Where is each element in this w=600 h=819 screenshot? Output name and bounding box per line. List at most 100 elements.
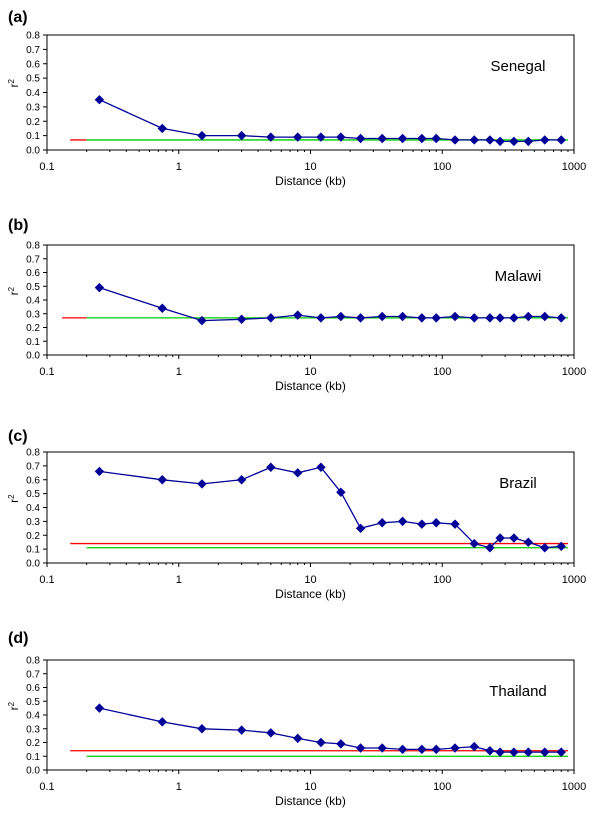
y-tick-label: 0.7 (26, 254, 40, 265)
data-point (293, 132, 303, 142)
data-point (540, 311, 550, 322)
data-point (266, 728, 276, 738)
x-tick-label: 1000 (562, 574, 586, 586)
y-tick-label: 0.3 (26, 724, 40, 735)
x-tick-label: 1 (176, 161, 182, 173)
data-point (377, 743, 387, 753)
y-tick-label: 0.3 (26, 517, 40, 528)
data-point (377, 518, 387, 528)
y-tick-label: 0.1 (26, 337, 40, 348)
data-point (355, 313, 366, 323)
data-point (509, 136, 519, 147)
x-tick-label: 100 (433, 574, 451, 586)
data-point (495, 747, 505, 757)
y-tick-label: 0.2 (26, 738, 40, 749)
y-tick-label: 0.5 (26, 282, 40, 293)
data-point (540, 135, 550, 145)
data-point (236, 725, 247, 735)
data-point (377, 311, 387, 322)
data-point (540, 543, 550, 553)
data-point (157, 123, 167, 134)
data-point (523, 311, 534, 322)
x-tick-label: 0.1 (39, 366, 54, 378)
y-tick-label: 0.1 (26, 752, 40, 763)
data-point (540, 747, 550, 757)
x-tick-label: 1 (176, 574, 182, 586)
y-tick-label: 0.0 (26, 559, 40, 570)
data-point (94, 703, 105, 713)
data-point (336, 739, 346, 749)
data-point (336, 487, 346, 497)
y-tick-label: 0.3 (26, 309, 40, 320)
data-point (197, 315, 207, 326)
data-point (509, 747, 519, 757)
panel-label: (a) (8, 9, 28, 26)
x-tick-label: 1000 (562, 781, 586, 793)
data-point (266, 313, 276, 323)
data-point (431, 313, 441, 323)
data-point (485, 746, 495, 756)
data-point (316, 462, 326, 472)
data-point (469, 313, 479, 323)
data-point (316, 737, 326, 748)
data-point (469, 135, 479, 145)
data-point (293, 733, 303, 744)
data-point (355, 133, 366, 144)
chart-panel: (b) 0.0 0.1 0.2 0.3 0.4 0.5 0.6 0.7 0.8 0.1 1 10 100 1… (7, 217, 587, 393)
x-axis-label: Distance (kb) (275, 379, 346, 393)
panel-label: (c) (8, 428, 28, 445)
data-point (509, 313, 519, 323)
country-label: Senegal (490, 58, 545, 75)
x-axis-label: Distance (kb) (275, 794, 346, 808)
y-tick-label: 0.0 (26, 146, 40, 157)
data-point (157, 717, 167, 727)
plot-frame (46, 659, 575, 771)
chart-panel: (a) 0.0 0.1 0.2 0.3 0.4 0.5 0.6 0.7 0.8 0.1 1 10 100 1… (7, 9, 587, 188)
y-tick-label: 0.4 (26, 711, 40, 722)
data-point (485, 313, 495, 323)
data-point (495, 136, 505, 147)
data-point (431, 744, 441, 755)
data-point (397, 744, 408, 755)
country-label: Brazil (499, 475, 537, 492)
x-tick-label: 0.1 (39, 574, 54, 586)
data-point (94, 94, 105, 105)
data-point (397, 311, 408, 322)
y-tick-label: 0.8 (26, 656, 40, 667)
data-point (94, 282, 105, 293)
x-tick-label: 0.1 (39, 161, 54, 173)
y-axis-label: r2 (7, 79, 22, 88)
y-tick-label: 0.8 (26, 31, 40, 42)
series-line (99, 466, 562, 549)
data-point (266, 132, 276, 142)
y-tick-label: 0.7 (26, 669, 40, 680)
country-label: Thailand (489, 683, 547, 700)
x-tick-label: 10 (304, 161, 316, 173)
y-tick-label: 0.6 (26, 475, 40, 486)
y-tick-label: 0.5 (26, 74, 40, 85)
data-point (495, 533, 505, 543)
data-point (469, 741, 479, 752)
panel-label: (d) (8, 630, 28, 647)
data-point (377, 133, 387, 144)
y-tick-label: 0.7 (26, 461, 40, 472)
y-tick-label: 0.8 (26, 448, 40, 459)
y-tick-label: 0.0 (26, 766, 40, 777)
x-tick-label: 1000 (562, 161, 586, 173)
data-point (431, 133, 441, 144)
y-tick-label: 0.8 (26, 241, 40, 252)
data-point (236, 130, 247, 141)
data-point (469, 538, 479, 549)
data-point (157, 475, 167, 485)
chart-panel: (c) 0.0 0.1 0.2 0.3 0.4 0.5 0.6 0.7 0.8 0.1 1 10 100 1… (7, 428, 587, 601)
data-point (431, 518, 441, 528)
data-point (94, 466, 105, 477)
x-tick-label: 1000 (562, 366, 586, 378)
y-tick-label: 0.4 (26, 88, 40, 99)
data-point (523, 537, 534, 547)
data-point (495, 313, 505, 323)
data-point (485, 135, 495, 145)
y-tick-label: 0.0 (26, 351, 40, 362)
x-tick-label: 10 (304, 574, 316, 586)
y-tick-label: 0.4 (26, 503, 40, 514)
